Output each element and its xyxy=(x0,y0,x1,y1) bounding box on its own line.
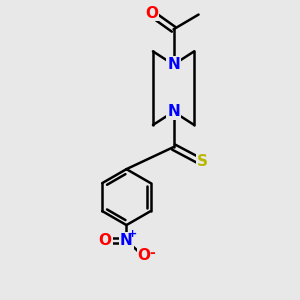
Text: O: O xyxy=(138,248,151,263)
Text: N: N xyxy=(167,104,180,119)
Text: O: O xyxy=(145,6,158,21)
Text: N: N xyxy=(167,57,180,72)
Text: +: + xyxy=(128,229,137,239)
Text: O: O xyxy=(99,232,112,247)
Text: -: - xyxy=(149,246,155,260)
Text: S: S xyxy=(196,154,208,169)
Text: N: N xyxy=(120,233,133,248)
